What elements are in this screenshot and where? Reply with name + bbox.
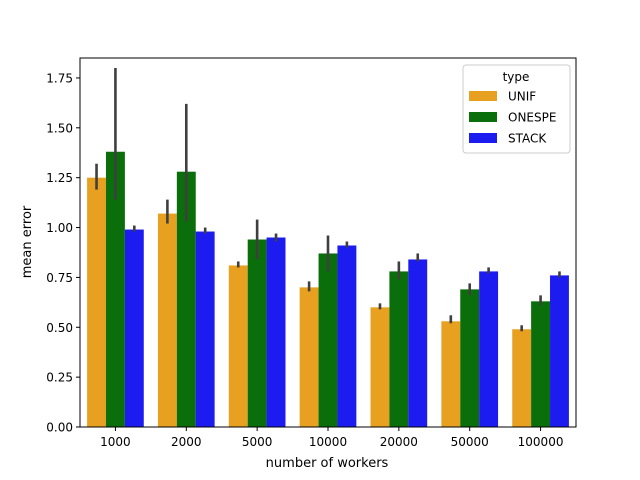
y-tick-label: 0.00 [46,421,73,435]
x-axis: 1000 2000 5000 10000 20000 50000 100000 [100,427,563,449]
legend: type UNIF ONESPE STACK [462,64,571,154]
bar-onespe-2000 [176,171,196,427]
bar-stack-20000 [408,259,428,427]
bar-unif-50000 [441,321,461,427]
bar-stack-2000 [195,231,215,427]
y-tick-label: 1.00 [46,221,73,235]
bar-unif-1000 [87,177,106,427]
x-tick-label: 5000 [242,435,273,449]
bar-onespe-50000 [460,289,480,427]
bars-layer [87,151,569,427]
legend-items: UNIF ONESPE STACK [469,90,556,146]
x-tick-label: 20000 [380,435,418,449]
legend-swatch-onespe [469,112,497,122]
y-tick-label: 0.50 [46,321,73,335]
x-tick-label: 10000 [309,435,347,449]
bar-onespe-100000 [531,301,551,427]
bar-unif-2000 [157,213,177,427]
legend-label-stack: STACK [508,132,547,146]
bar-unif-10000 [299,287,319,427]
y-axis-label: mean error [20,205,35,278]
bar-onespe-1000 [105,151,125,427]
bar-onespe-20000 [389,271,409,427]
bar-stack-5000 [266,237,286,427]
x-tick-label: 50000 [451,435,489,449]
legend-swatch-stack [469,133,497,143]
y-tick-label: 1.25 [46,171,73,185]
bar-unif-100000 [512,329,532,427]
bar-stack-1000 [124,229,144,427]
legend-label-onespe: ONESPE [508,111,556,125]
y-tick-label: 1.50 [46,121,73,135]
bar-stack-50000 [479,271,499,427]
bar-stack-10000 [337,245,357,427]
legend-box [462,64,571,154]
bar-unif-20000 [370,307,390,427]
legend-title: type [503,70,530,84]
y-axis: 0.00 0.25 0.50 0.75 1.00 1.25 1.50 1.75 [46,71,80,435]
bar-stack-100000 [550,275,569,427]
bar-onespe-5000 [247,239,267,427]
y-tick-label: 0.25 [46,371,73,385]
x-tick-label: 2000 [171,435,202,449]
y-tick-label: 0.75 [46,271,73,285]
legend-label-unif: UNIF [508,90,536,104]
bar-onespe-10000 [318,253,338,427]
x-tick-label: 1000 [100,435,131,449]
x-tick-label: 100000 [518,435,564,449]
legend-swatch-unif [469,91,497,101]
x-axis-label: number of workers [266,456,389,471]
y-tick-label: 1.75 [46,71,73,85]
errorbars-layer [95,67,561,332]
bar-unif-5000 [228,265,248,427]
